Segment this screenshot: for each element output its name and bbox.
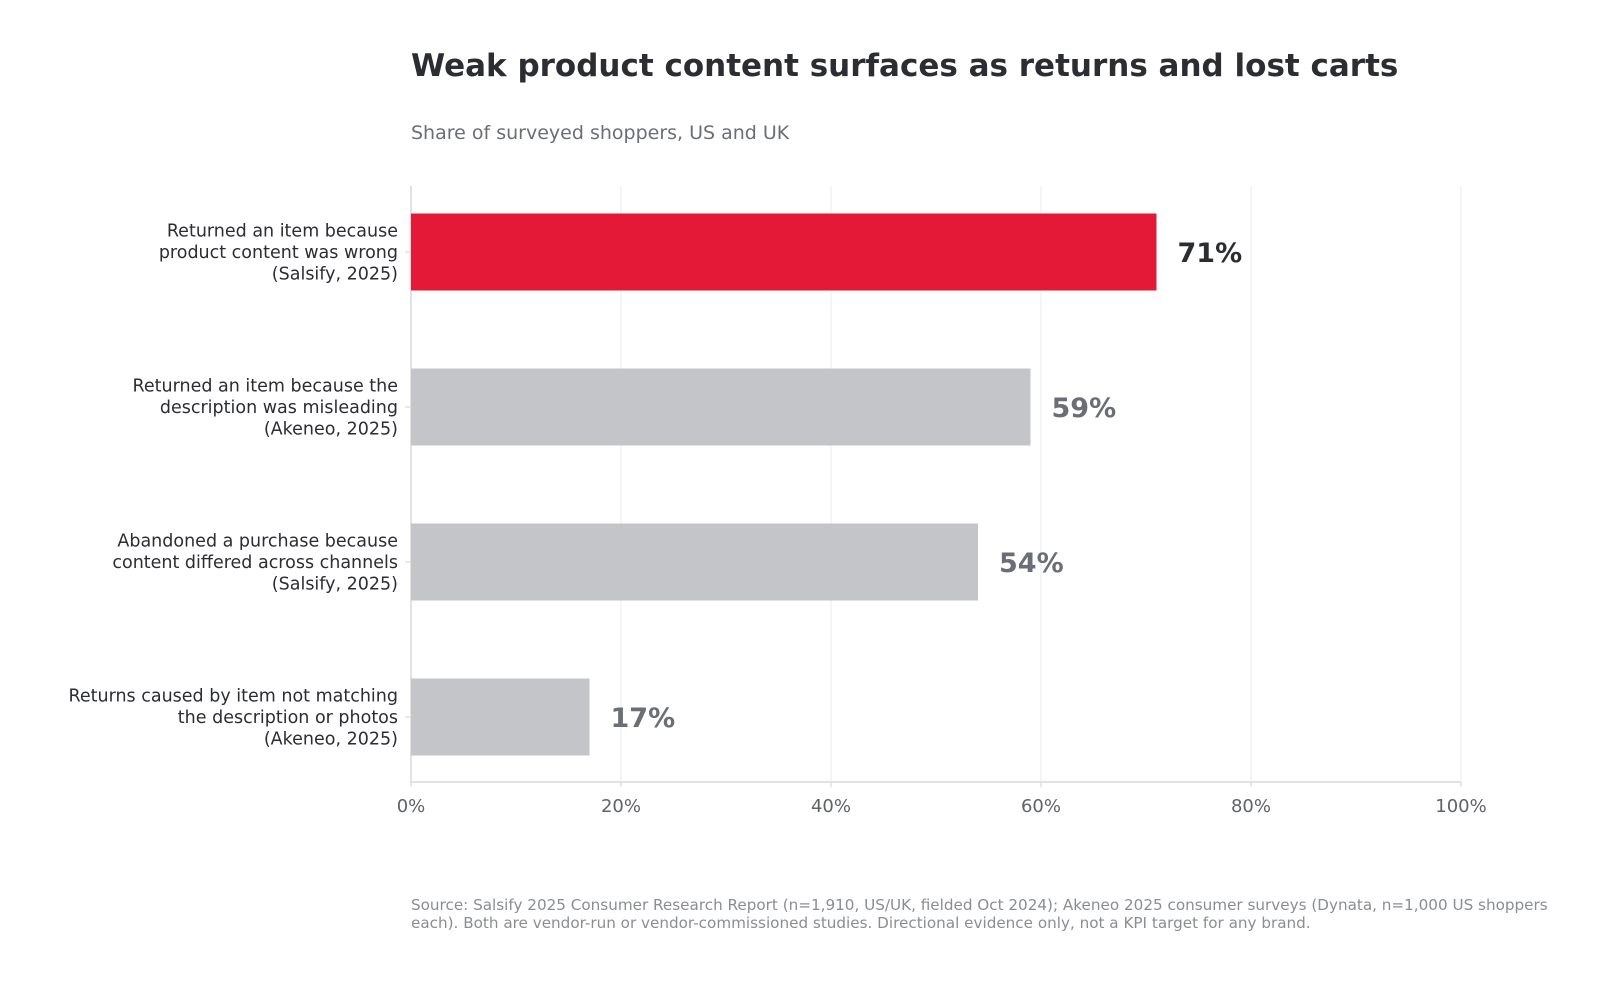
category-label: Returns caused by item not matching the d… — [68, 687, 398, 750]
category-label-line: product content was wrong — [159, 243, 398, 263]
x-tick-label: 60% — [1021, 796, 1061, 817]
bar-value-label: 54% — [999, 548, 1064, 579]
category-label-line: Returned an item because the — [133, 377, 398, 397]
category-label-line: (Akeneo, 2025) — [264, 420, 398, 440]
category-label-line: (Salsify, 2025) — [272, 265, 398, 285]
category-label-line: Abandoned a purchase because — [117, 532, 398, 552]
bar-value-label: 59% — [1052, 393, 1117, 424]
bar-value-label: 71% — [1178, 238, 1243, 269]
category-label-line: description was misleading — [160, 398, 398, 418]
x-tick-label: 80% — [1231, 796, 1271, 817]
bar — [411, 523, 978, 601]
source-note: Source: Salsify 2025 Consumer Research R… — [411, 896, 1548, 932]
category-label: Returned an item because the description … — [133, 377, 398, 440]
category-label-line: the description or photos — [178, 708, 398, 728]
chart-subtitle: Share of surveyed shoppers, US and UK — [411, 122, 790, 144]
chart-title: Weak product content surfaces as returns… — [411, 48, 1399, 84]
category-label-line: Returned an item because — [167, 222, 398, 242]
category-label-line: (Salsify, 2025) — [272, 575, 398, 595]
category-label: Returned an item because product content … — [159, 222, 398, 285]
x-tick-label: 0% — [397, 796, 426, 817]
bar — [411, 368, 1031, 446]
category-label-line: (Akeneo, 2025) — [264, 730, 398, 750]
x-tick-label: 40% — [811, 796, 851, 817]
category-label-line: content differed across channels — [112, 553, 398, 573]
bar-highlight — [411, 213, 1157, 291]
bar-value-label: 17% — [611, 703, 676, 734]
category-label: Abandoned a purchase because content diff… — [112, 532, 398, 595]
x-tick-label: 20% — [601, 796, 641, 817]
category-label-line: Returns caused by item not matching — [68, 687, 398, 707]
x-tick-label: 100% — [1435, 796, 1486, 817]
bar — [411, 678, 590, 756]
